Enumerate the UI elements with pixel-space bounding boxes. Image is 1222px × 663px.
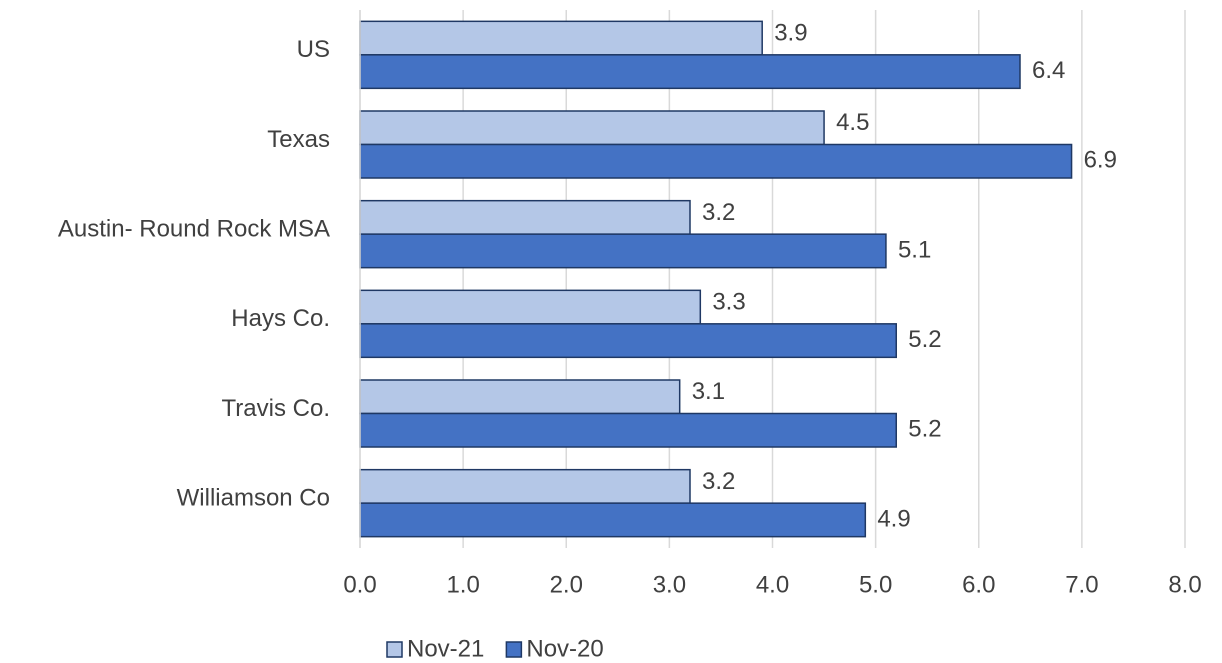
bar — [359, 143, 1073, 179]
x-tick-label: 0.0 — [343, 571, 376, 598]
legend-label: Nov-21 — [407, 635, 484, 662]
x-tick-label: 7.0 — [1065, 571, 1098, 598]
data-label: 3.9 — [774, 19, 807, 46]
legend-swatch — [505, 641, 523, 658]
legend-swatch — [386, 641, 403, 658]
x-tick-label: 4.0 — [756, 571, 789, 598]
data-label: 5.2 — [908, 326, 941, 353]
bar — [359, 110, 825, 146]
bar — [359, 323, 897, 359]
y-tick-label: Travis Co. — [222, 395, 330, 422]
x-tick-label: 6.0 — [962, 571, 995, 598]
data-label: 3.3 — [712, 288, 745, 315]
bar — [359, 412, 897, 448]
y-tick-label: Texas — [267, 126, 330, 153]
bar — [359, 468, 691, 504]
bar — [359, 502, 867, 538]
bar — [359, 289, 702, 325]
x-tick-label: 2.0 — [550, 571, 583, 598]
x-tick-label: 5.0 — [859, 571, 892, 598]
bar — [359, 20, 763, 56]
x-tick-label: 1.0 — [446, 571, 479, 598]
y-tick-label: Williamson Co — [177, 485, 330, 512]
x-tick-label: 3.0 — [653, 571, 686, 598]
y-tick-label: Austin- Round Rock MSA — [58, 216, 330, 243]
bar — [359, 199, 691, 235]
bar — [359, 54, 1021, 90]
x-tick-label: 8.0 — [1168, 571, 1201, 598]
bar — [359, 379, 681, 415]
data-label: 4.5 — [836, 109, 869, 136]
data-label: 4.9 — [877, 505, 910, 532]
data-label: 6.4 — [1032, 57, 1065, 84]
legend-label: Nov-20 — [526, 635, 603, 662]
data-label: 5.1 — [898, 236, 931, 263]
data-label: 3.1 — [692, 378, 725, 405]
bar — [359, 233, 887, 269]
y-tick-label: Hays Co. — [231, 305, 330, 332]
data-label: 3.2 — [702, 199, 735, 226]
data-label: 3.2 — [702, 468, 735, 495]
data-label: 5.2 — [908, 416, 941, 443]
data-label: 6.9 — [1084, 147, 1117, 174]
y-tick-label: US — [297, 36, 330, 63]
